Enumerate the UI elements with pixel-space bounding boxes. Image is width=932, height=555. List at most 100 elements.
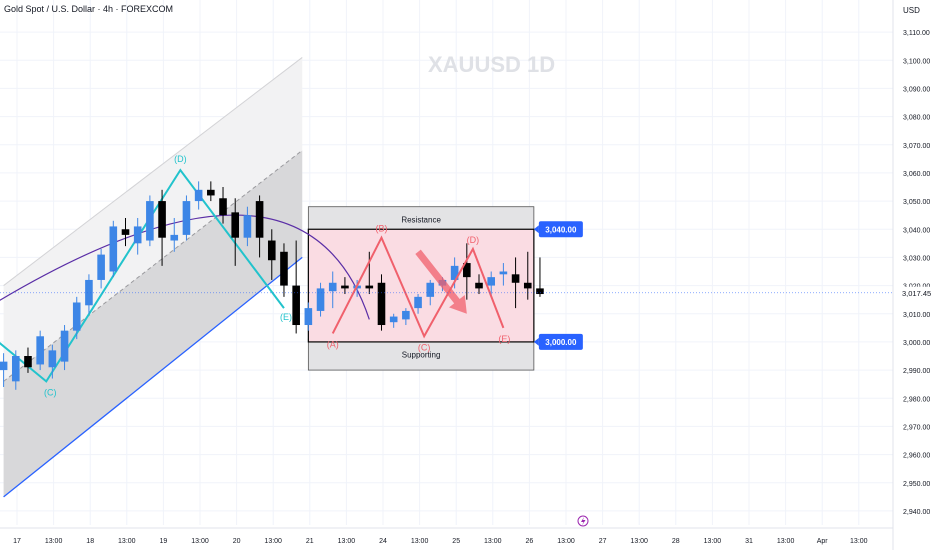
y-tick-label: 3,040.00	[903, 227, 930, 234]
wave-label-cyan: (E)	[280, 312, 292, 322]
y-tick-label: 2,980.00	[903, 396, 930, 403]
x-tick-label: 25	[452, 538, 460, 545]
x-tick-label: 13:00	[338, 538, 356, 545]
candle-body	[60, 330, 69, 362]
channel-lower-fill	[3, 150, 303, 497]
lightning-icon	[581, 517, 586, 526]
y-tick-label: 2,970.00	[903, 424, 930, 431]
currency-label: USD	[903, 6, 920, 15]
x-tick-label: 13:00	[45, 538, 63, 545]
y-tick-label: 3,100.00	[903, 58, 930, 65]
price-tag-label: 3,040.00	[545, 225, 577, 234]
candle-body	[85, 279, 93, 306]
candle-body	[109, 226, 118, 272]
y-tick-label: 3,110.00	[903, 30, 930, 37]
candle-body	[97, 254, 105, 280]
range-zone	[307, 228, 535, 343]
candle-body	[304, 308, 313, 326]
y-tick-label: 2,960.00	[903, 453, 930, 460]
candle-body	[511, 274, 520, 283]
candle-body	[182, 201, 191, 235]
price-tag-pointer	[533, 225, 539, 234]
candle-body	[475, 282, 483, 289]
x-tick-label: 13:00	[704, 538, 722, 545]
wave-label-red: (B)	[375, 224, 387, 234]
price-tag: 3,000.00	[533, 333, 583, 350]
current-price-tag: 3,017.45	[902, 289, 931, 298]
candle-body	[292, 285, 300, 326]
y-tick-label: 3,010.00	[903, 312, 930, 319]
y-tick-label: 3,060.00	[903, 171, 930, 178]
price-tag-pointer	[533, 337, 539, 346]
y-tick-label: 3,070.00	[903, 143, 930, 150]
candle-body	[316, 288, 325, 311]
x-tick-label: 17	[13, 538, 21, 545]
x-tick-label: 13:00	[411, 538, 429, 545]
y-tick-label: 3,000.00	[903, 340, 930, 347]
y-tick-label: 2,950.00	[903, 481, 930, 488]
candle-body	[341, 285, 349, 289]
x-tick-label: 13:00	[484, 538, 502, 545]
candle-body	[523, 282, 532, 289]
wave-label-red: (E)	[498, 334, 510, 344]
wave-red-line	[331, 235, 505, 339]
candle-body	[48, 350, 57, 368]
candle-body	[231, 212, 240, 238]
candle-body	[72, 302, 81, 331]
candle-body	[487, 277, 495, 286]
watermark: XAUUSD 1D	[428, 52, 555, 77]
y-tick-label: 2,990.00	[903, 368, 930, 375]
plot-area: XAUUSD 1DResistanceSupporting(C)(D)(E)(A…	[0, 0, 893, 525]
candle-body	[170, 234, 179, 241]
x-tick-label: 18	[86, 538, 94, 545]
x-tick-label: 13:00	[630, 538, 648, 545]
y-tick-label: 3,090.00	[903, 86, 930, 93]
candle-body	[426, 282, 435, 297]
x-tick-label: 13:00	[191, 538, 209, 545]
x-tick-label: Apr	[817, 538, 829, 545]
candle-body	[267, 240, 276, 261]
price-tag-box	[538, 333, 583, 350]
candle-body	[133, 226, 142, 244]
x-tick-label: 13:00	[264, 538, 282, 545]
x-tick-label: 24	[379, 538, 387, 545]
wave-label-cyan: (D)	[174, 154, 187, 164]
wave-label-red: (D)	[467, 235, 480, 245]
current-price-tag-bg	[895, 286, 931, 299]
candle-body	[11, 356, 20, 382]
x-tick-label: 27	[599, 538, 607, 545]
candle-body	[402, 310, 410, 320]
wave-label-red: (C)	[418, 342, 431, 352]
candle-body	[243, 215, 252, 238]
candle-body	[536, 288, 544, 295]
candle-body	[450, 265, 459, 280]
candle-body	[328, 282, 337, 292]
y-tick-label: 3,080.00	[903, 115, 930, 122]
y-tick-label: 2,940.00	[903, 509, 930, 516]
arc-curve	[0, 214, 370, 320]
candle-body	[280, 251, 288, 286]
x-tick-label: 19	[160, 538, 168, 545]
candle-body	[207, 189, 215, 196]
x-tick-label: 13:00	[850, 538, 868, 545]
price-tag: 3,040.00	[533, 221, 583, 238]
wave-label-cyan: (C)	[44, 387, 57, 397]
candle-body	[194, 189, 203, 202]
candle-body	[389, 316, 398, 323]
price-tag-label: 3,000.00	[545, 338, 577, 347]
candle-body	[0, 361, 8, 371]
channel-lower-line	[3, 256, 303, 498]
supporting-label: Supporting	[402, 351, 441, 360]
y-tick-label: 3,050.00	[903, 199, 930, 206]
x-tick-label: 13:00	[557, 538, 575, 545]
x-tick-label: 31	[745, 538, 753, 545]
y-tick-label: 3,030.00	[903, 255, 930, 262]
symbol-title: Gold Spot / U.S. Dollar · 4h · FOREXCOM	[4, 4, 174, 14]
price-tag-box	[538, 221, 583, 238]
trend-arrow	[415, 249, 467, 314]
candle-body	[463, 263, 471, 278]
x-tick-label: 20	[233, 538, 241, 545]
candle-body	[365, 285, 374, 289]
